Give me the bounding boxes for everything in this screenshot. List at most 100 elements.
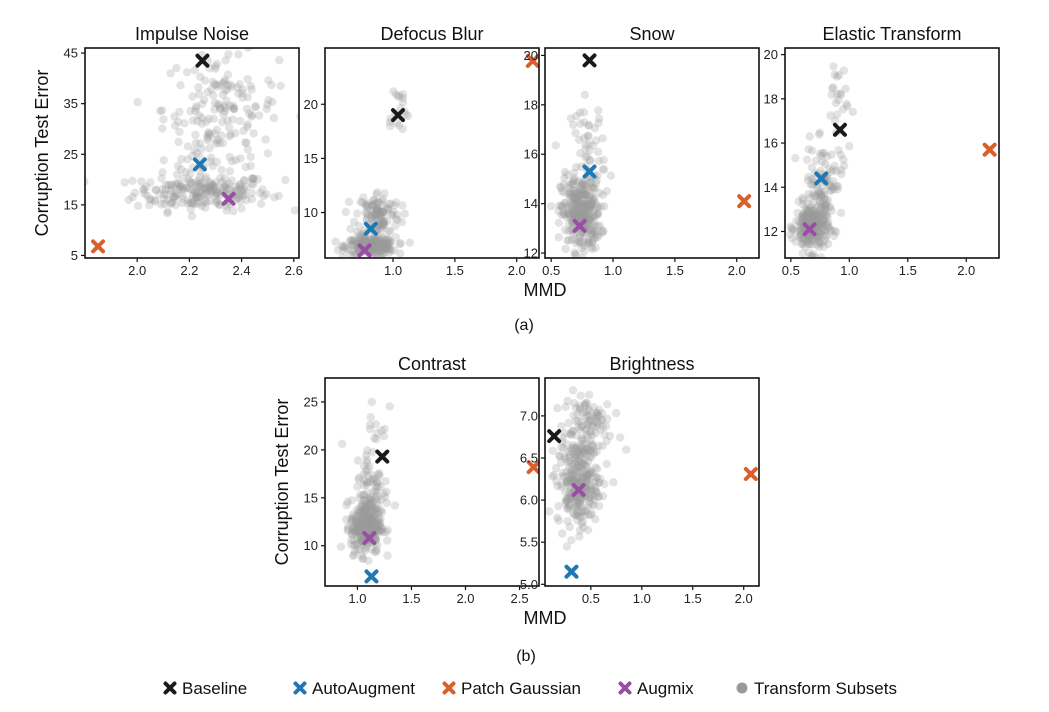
transform-subset-point	[386, 121, 395, 131]
transform-subset-point	[564, 210, 573, 219]
transform-subset-point	[827, 206, 836, 215]
transform-subset-point	[366, 498, 375, 507]
transform-subset-point	[589, 449, 599, 458]
transform-subset-point	[580, 400, 590, 409]
transform-subset-point	[359, 461, 369, 471]
transform-subset-point	[570, 444, 580, 453]
transform-subset-point	[586, 490, 595, 500]
transform-subset-point	[586, 486, 595, 495]
panel-title: Brightness	[609, 354, 694, 374]
transform-subset-point	[376, 243, 386, 252]
transform-subset-point	[261, 135, 270, 144]
transform-subset-point	[598, 442, 607, 451]
transform-subset-point	[577, 243, 587, 253]
transform-subset-point	[594, 118, 603, 128]
transform-subset-point	[184, 175, 193, 184]
transform-subset-point	[195, 90, 204, 99]
transform-subset-point	[372, 207, 381, 216]
transform-subset-point	[563, 480, 572, 489]
transform-subset-point	[566, 450, 575, 459]
transform-subset-point	[226, 80, 235, 90]
transform-subset-point	[373, 500, 383, 509]
transform-subset-point	[247, 188, 256, 198]
transform-subset-point	[599, 165, 609, 174]
transform-subset-point	[807, 251, 816, 258]
transform-subset-point	[823, 218, 833, 227]
transform-subset-point	[578, 421, 587, 431]
transform-subset-point	[155, 190, 164, 199]
transform-subset-point	[217, 177, 227, 187]
transform-subset-point	[219, 183, 229, 192]
transform-subset-point	[580, 211, 590, 220]
transform-subset-point	[586, 453, 596, 462]
transform-subset-point	[196, 72, 205, 82]
transform-subset-point	[364, 511, 373, 521]
transform-subset-point	[563, 262, 571, 270]
transform-subset-point	[222, 206, 231, 215]
transform-subset-point	[570, 211, 580, 220]
transform-subset-point	[389, 87, 398, 96]
transform-subset-point	[368, 475, 378, 484]
transform-subset-point	[572, 444, 582, 453]
transform-subset-point	[172, 178, 181, 188]
transform-subset-point	[562, 542, 572, 551]
transform-subset-point	[570, 189, 579, 198]
transform-subset-point	[371, 420, 381, 429]
transform-subset-point	[622, 445, 631, 454]
transform-subset-point	[382, 498, 392, 508]
transform-subset-point	[358, 554, 367, 563]
transform-subset-point	[206, 130, 215, 140]
transform-subset-point	[363, 513, 372, 523]
transform-subset-point	[801, 214, 811, 223]
transform-subset-point	[812, 190, 821, 200]
transform-subset-point	[815, 197, 825, 206]
transform-subset-point	[351, 523, 360, 533]
transform-subset-point	[371, 475, 380, 484]
transform-subset-point	[826, 187, 835, 196]
transform-subset-point	[373, 205, 382, 215]
transform-subset-point	[347, 535, 356, 545]
transform-subset-point	[369, 234, 378, 244]
transform-subset-point	[805, 212, 815, 221]
transform-subset-point	[390, 501, 400, 510]
transform-subset-point	[377, 243, 386, 252]
transform-subset-point	[584, 239, 593, 248]
transform-subset-point	[583, 236, 593, 245]
transform-subset-point	[386, 238, 395, 247]
transform-subset-point	[787, 234, 797, 243]
transform-subset-point	[579, 455, 589, 465]
transform-subset-point	[821, 211, 830, 220]
transform-subset-point	[570, 475, 580, 485]
transform-subset-point	[565, 202, 575, 211]
transform-subset-point	[384, 200, 394, 209]
transform-subset-point	[208, 180, 217, 190]
transform-subset-point	[569, 476, 578, 485]
transform-subset-point	[203, 88, 212, 97]
transform-subset-point	[828, 84, 837, 93]
transform-subset-point	[561, 487, 570, 497]
transform-subset-point	[581, 472, 591, 481]
transform-subset-point	[804, 215, 813, 224]
transform-subset-point	[820, 202, 829, 212]
transform-subset-point	[373, 188, 382, 197]
transform-subset-point	[589, 472, 599, 481]
transform-subset-point	[841, 84, 850, 94]
transform-subset-point	[242, 183, 251, 192]
transform-subset-point	[372, 547, 381, 556]
transform-subset-point	[159, 194, 168, 204]
transform-subset-point	[590, 197, 599, 206]
transform-subset-point	[258, 185, 267, 194]
transform-subset-point	[564, 189, 573, 198]
transform-subset-point	[222, 85, 232, 94]
transform-subset-point	[575, 450, 584, 460]
transform-subset-point	[383, 236, 392, 245]
transform-subset-point	[375, 241, 385, 251]
transform-subset-point	[575, 462, 584, 471]
transform-subset-point	[576, 444, 585, 453]
transform-subset-point	[377, 217, 386, 226]
transform-subset-point	[820, 206, 829, 216]
transform-subset-point	[583, 183, 593, 192]
transform-subset-point	[358, 229, 367, 238]
transform-subset-point	[362, 499, 372, 508]
transform-subset-point	[581, 145, 590, 154]
